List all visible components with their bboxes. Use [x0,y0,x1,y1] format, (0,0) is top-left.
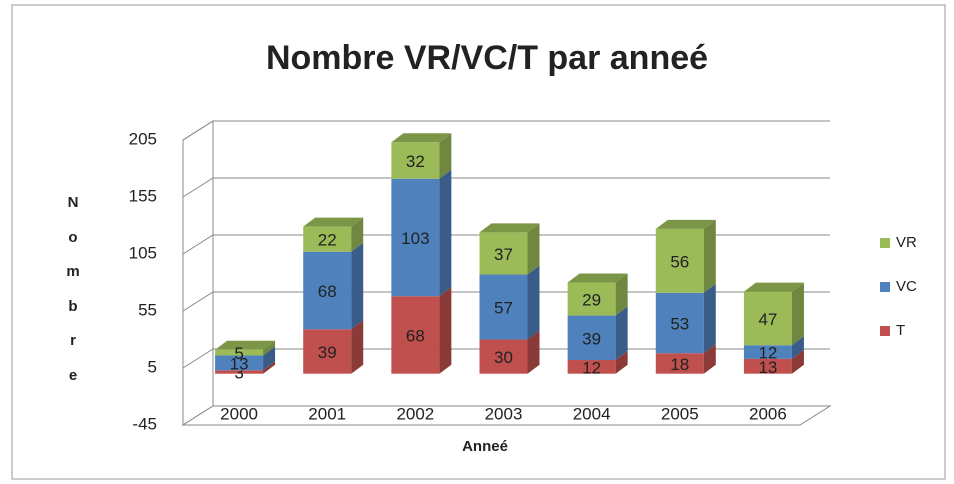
data-label: 13 [758,358,777,377]
bar [743,291,792,346]
bar-side [351,320,364,374]
chart-title: Nombre VR/VC/T par anneé [266,39,708,77]
bar [303,251,352,330]
bar [567,282,616,316]
legend-label: VR [896,234,917,251]
data-label: 30 [494,348,513,367]
bar-side [527,330,540,374]
data-label: 22 [318,231,337,250]
x-tick-label: 2001 [308,404,346,423]
x-tick-label: 2004 [573,404,611,423]
x-axis-title: Anneé [462,438,508,455]
bar [215,349,264,356]
legend-swatch [880,326,890,336]
data-label: 39 [318,343,337,362]
bar-side [791,336,804,359]
x-tick-label: 2003 [485,404,523,423]
x-tick-label: 2005 [661,404,699,423]
y-tick-label: 205 [129,129,157,148]
legend-label: VC [896,278,917,295]
bar-side [615,273,628,316]
data-label: 32 [406,152,425,171]
data-label: 3 [234,363,243,382]
bar-top [567,273,628,283]
bar-side [263,361,276,374]
bar [655,228,704,293]
data-label: 68 [406,326,425,345]
data-label: 57 [494,298,513,317]
x-tick-label: 2002 [396,404,434,423]
bar [743,358,792,374]
bar [743,345,792,359]
data-label: 56 [670,252,689,271]
x-tick-label: 2006 [749,404,787,423]
bar [391,296,440,374]
bar-side [527,265,540,340]
bar-side [263,340,276,356]
data-label: 12 [582,358,601,377]
grid-line [182,120,830,141]
legend-label: T [896,322,905,339]
bar-side [439,287,452,374]
bar-top [391,133,452,143]
bar-side [615,306,628,361]
data-label: 12 [758,344,777,363]
y-tick-label: -45 [132,414,157,433]
data-label: 103 [401,229,429,248]
data-label: 39 [582,329,601,348]
data-label: 5 [234,344,243,363]
data-label: 53 [670,314,689,333]
bar [479,274,528,340]
y-tick-label: 5 [148,357,157,376]
data-label: 29 [582,291,601,310]
legend-swatch [880,282,890,292]
bar-side [703,344,716,374]
y-tick-label: 55 [138,300,157,319]
data-label: 18 [670,355,689,374]
x-tick-label: 2000 [220,404,258,423]
bar [479,339,528,374]
bar [303,226,352,252]
data-label: 13 [230,354,249,373]
data-label: 47 [758,310,777,329]
y-tick-label: 155 [129,186,157,205]
chart-frame [11,4,946,480]
bar [391,142,440,179]
bar [479,232,528,275]
bar-top [303,217,364,227]
grid-line [182,177,830,198]
bar-side [615,351,628,374]
bar-side [703,283,716,354]
bar-top [479,223,540,233]
grid-line [182,234,830,255]
bar-side [263,346,276,371]
floor [181,405,832,426]
bar-top [215,340,276,350]
bar [655,292,704,354]
bar-side [791,282,804,346]
bar [215,355,264,371]
bar [655,353,704,374]
bar [391,178,440,297]
bar [303,329,352,374]
bar-side [351,242,364,330]
bar-side [791,349,804,374]
data-label: 37 [494,245,513,264]
bar-side [351,217,364,252]
bar-top [655,219,716,229]
bar [215,370,264,374]
bar-top [743,282,804,292]
y-axis-title: Nombre [66,194,80,384]
y-tick-label: 105 [129,243,157,262]
bar-side [439,133,452,179]
legend-swatch [880,238,890,248]
bar [567,360,616,374]
bar-side [527,223,540,275]
bar-side [439,169,452,297]
bar [567,315,616,361]
data-label: 68 [318,282,337,301]
bar-side [703,219,716,293]
